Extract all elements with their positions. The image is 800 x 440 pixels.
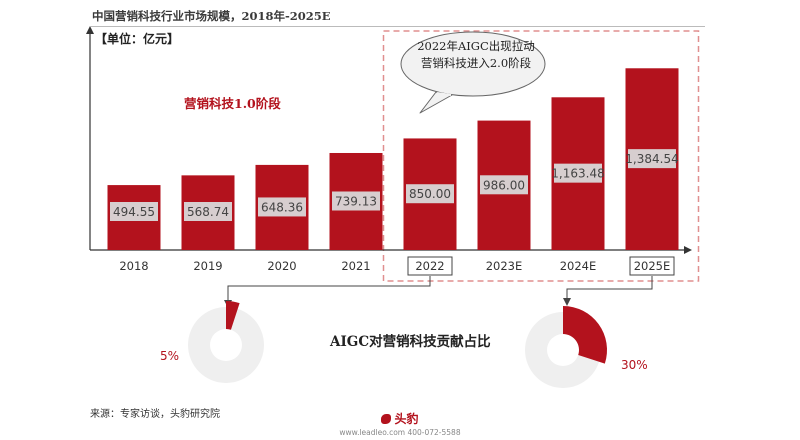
y-axis-arrow-icon [86,26,94,34]
source-note: 来源：专家访谈，头豹研究院 [90,409,220,420]
value-label-bg-2024E [554,163,602,183]
connector-2022 [227,276,431,302]
callout-bubble [400,31,546,97]
title-divider [90,26,705,27]
brand-name: 头豹 [394,412,419,426]
brand-logo: 头豹 [325,410,475,427]
donut-2022-track [188,307,264,383]
stage-label: 营销科技1.0阶段 [184,96,281,111]
value-label-2025E: 1,384.54 [625,152,678,166]
x-tick-label-2025E: 2025E [634,259,671,273]
connector-2025e [566,276,653,300]
x-tick-label-2022: 2022 [415,259,444,273]
footer-brand: 头豹 www.leadleo.com 400-072-5588 [325,410,475,437]
value-label-2018: 494.55 [113,205,155,219]
value-label-2020: 648.36 [261,200,303,214]
donut-2022-slice [226,301,240,330]
x-tick-label-2018: 2018 [119,259,148,273]
value-label-2022: 850.00 [409,187,451,201]
x-tick-box-2025E [629,256,675,276]
unit-label: 【单位：亿元】 [95,32,180,46]
value-label-2021: 739.13 [335,194,377,208]
value-label-bg-2018 [110,202,158,221]
donut-2025e-label: 30% [621,358,648,372]
connector-2025e-arrow-icon [563,298,571,306]
x-axis-arrow-icon [684,246,692,254]
x-tick-label-2021: 2021 [341,259,370,273]
value-label-bg-2025E [628,149,676,169]
value-label-2024E: 1,163.48 [551,167,604,181]
brand-contact: www.leadleo.com 400-072-5588 [339,428,461,437]
value-label-bg-2023E [480,175,528,195]
x-tick-label-2023E: 2023E [486,259,523,273]
highlight-frame [382,30,700,282]
x-tick-box-2022 [407,256,453,276]
value-label-bg-2022 [406,184,454,204]
donut-2022-label: 5% [160,349,180,363]
contribution-heading: AIGC对营销科技贡献占比 [330,334,491,350]
x-tick-label-2019: 2019 [193,259,222,273]
callout-tail-mask [436,92,452,96]
value-label-bg-2019 [184,202,232,221]
value-label-bg-2021 [332,191,380,211]
value-label-2023E: 986.00 [483,178,525,192]
callout-bubble-text: 2022年AIGC出现拉动营销科技进入2.0阶段 [417,39,535,70]
x-tick-label-2020: 2020 [267,259,296,273]
value-label-bg-2020 [258,197,306,217]
brand-mark-icon [381,414,392,424]
chart-title: 中国营销科技行业市场规模，2018年-2025E [92,9,331,23]
donut-2025e-slice [563,306,608,364]
x-tick-label-2024E: 2024E [560,259,597,273]
value-label-2019: 568.74 [187,205,229,219]
